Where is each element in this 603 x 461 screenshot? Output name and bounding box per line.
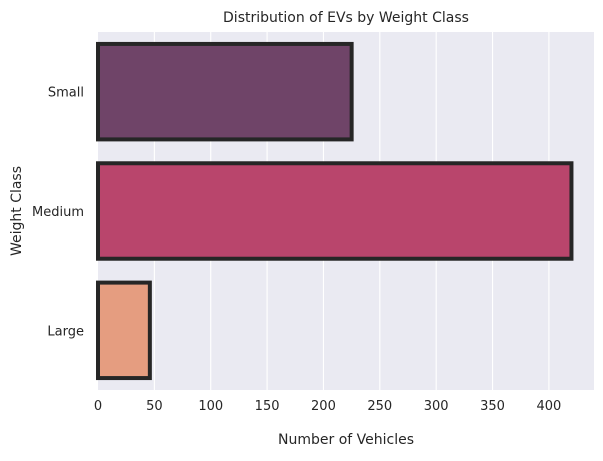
x-axis-label: Number of Vehicles bbox=[278, 432, 414, 448]
x-tick-label: 50 bbox=[146, 399, 163, 414]
x-tick-labels: 0 50 100 150 200 250 300 350 400 bbox=[94, 399, 561, 414]
x-tick-label: 0 bbox=[94, 399, 102, 414]
x-tick-label: 150 bbox=[255, 399, 280, 414]
y-tick-label: Small bbox=[48, 86, 84, 101]
x-tick-label: 250 bbox=[367, 399, 392, 414]
x-tick-label: 350 bbox=[480, 399, 505, 414]
chart-title: Distribution of EVs by Weight Class bbox=[223, 10, 469, 26]
x-tick-label: 200 bbox=[311, 399, 336, 414]
bars bbox=[96, 41, 574, 381]
bar-medium bbox=[96, 161, 574, 261]
y-tick-label: Large bbox=[47, 324, 84, 339]
x-tick-label: 100 bbox=[198, 399, 223, 414]
bar-large bbox=[96, 280, 152, 381]
x-tick-label: 400 bbox=[536, 399, 561, 414]
x-tick-label: 300 bbox=[424, 399, 449, 414]
y-tick-label: Medium bbox=[32, 205, 84, 220]
y-tick-labels: Small Medium Large bbox=[32, 86, 84, 340]
y-axis-label: Weight Class bbox=[9, 166, 25, 256]
bar-small bbox=[96, 41, 354, 142]
